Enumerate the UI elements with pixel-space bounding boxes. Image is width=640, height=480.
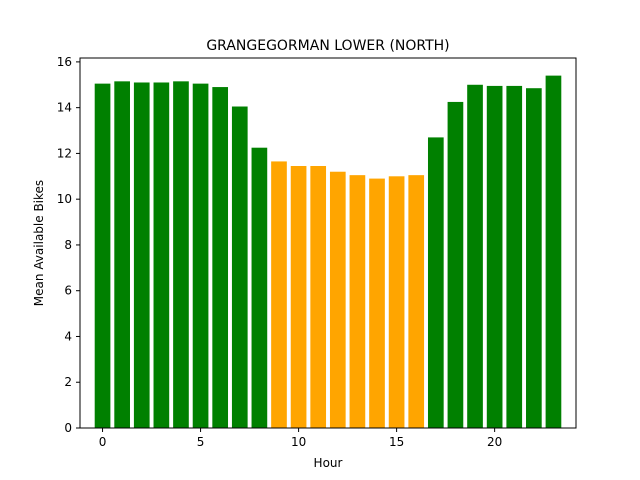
y-tick-label: 6	[64, 284, 72, 298]
y-tick-label: 4	[64, 329, 72, 343]
bar-hour-8	[251, 147, 268, 429]
bar-hour-13	[349, 175, 366, 428]
bar-hour-5	[192, 83, 209, 428]
chart-title: GRANGEGORMAN LOWER (NORTH)	[206, 38, 449, 54]
bar-hour-16	[408, 175, 425, 428]
y-tick-label: 16	[57, 55, 72, 69]
x-axis-ticks: 0 5 10 15 20	[99, 428, 502, 449]
bar-hour-21	[506, 85, 523, 428]
y-tick-label: 12	[57, 146, 72, 160]
y-axis-label: Mean Available Bikes	[32, 180, 46, 306]
bar-hour-18	[447, 101, 464, 428]
bar-hour-0	[94, 83, 111, 428]
y-tick-label: 8	[64, 238, 72, 252]
bar-hour-17	[427, 137, 444, 428]
bar-hour-4	[173, 81, 189, 429]
x-axis-label: Hour	[314, 456, 343, 470]
x-tick-label: 15	[389, 435, 404, 449]
x-tick-label: 20	[487, 435, 502, 449]
bar-hour-10	[290, 166, 307, 428]
y-axis-ticks: 0 2 4 6 8 10 12 14 16	[57, 55, 80, 435]
bar-hour-14	[369, 178, 385, 428]
bar-hour-3	[153, 82, 170, 428]
bar-hour-9	[271, 161, 287, 429]
bar-hour-7	[231, 106, 248, 428]
bar-hour-23	[545, 75, 562, 428]
bar-hour-1	[114, 81, 130, 429]
bar-hour-22	[526, 88, 542, 429]
bar-hour-6	[212, 87, 229, 428]
y-tick-label: 0	[64, 421, 72, 435]
bar-hour-15	[388, 176, 405, 428]
y-tick-label: 10	[57, 192, 72, 206]
bars-group	[94, 75, 562, 429]
bar-hour-19	[467, 84, 483, 429]
y-tick-label: 14	[57, 101, 72, 115]
x-tick-label: 5	[197, 435, 205, 449]
bar-hour-20	[486, 85, 503, 428]
bar-hour-12	[329, 171, 346, 428]
x-tick-label: 0	[99, 435, 107, 449]
y-tick-label: 2	[64, 375, 72, 389]
bar-hour-2	[133, 82, 150, 428]
plot-area-frame	[79, 57, 577, 429]
bar-hour-11	[310, 166, 327, 428]
x-tick-label: 10	[291, 435, 306, 449]
